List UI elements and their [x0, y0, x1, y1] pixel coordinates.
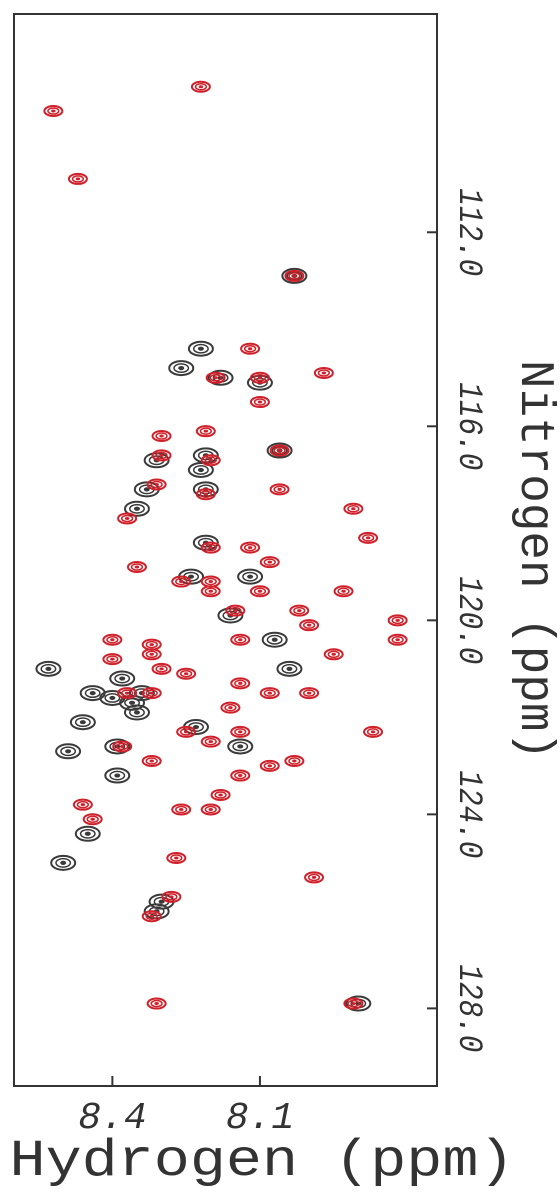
page: {"chart_data": {"type": "scatter", "xlab… [0, 0, 560, 1196]
peak-core [272, 638, 278, 642]
y-tick-label: 116.0 [449, 382, 487, 470]
peak-core [154, 483, 159, 486]
chart: Hydrogen (ppm) Nitrogen (ppm) 8.4 8.1 112.… [0, 0, 560, 1196]
peak-core [76, 177, 81, 180]
peak-core [258, 376, 263, 379]
peak-core [395, 619, 400, 622]
peak-core [248, 546, 253, 549]
y-tick-label: 128.0 [449, 964, 487, 1052]
peak-core [198, 347, 204, 351]
peak-core [208, 740, 213, 743]
peak-core [120, 745, 125, 748]
peak-core [292, 274, 297, 277]
peak-core [114, 773, 120, 777]
peak-core [351, 1002, 356, 1005]
peak-core [159, 454, 164, 457]
peak-core [238, 682, 243, 685]
peak-core [45, 667, 51, 671]
peak-core [312, 876, 317, 879]
peak-core [184, 730, 189, 733]
peak-core [184, 672, 189, 675]
peak-core [277, 449, 282, 452]
peak-core [119, 676, 125, 680]
peak-core [228, 706, 233, 709]
peak-core [149, 915, 154, 918]
peak-core [129, 701, 135, 705]
y-tick-label: 120.0 [449, 576, 487, 664]
peak-core [204, 430, 209, 433]
peak-core [109, 696, 115, 700]
peak-core [178, 366, 184, 370]
peak-core [125, 517, 129, 520]
peak-core [134, 507, 140, 511]
peak-core [149, 643, 154, 646]
peak-core [204, 493, 209, 496]
peak-core [51, 110, 56, 113]
peak-core [149, 692, 154, 695]
peak-core [135, 565, 140, 568]
peak-core [110, 638, 115, 641]
peak-core [208, 459, 213, 462]
peak-core [208, 808, 213, 811]
y-axis-label: Nitrogen (ppm) [507, 360, 560, 760]
peak-core [179, 580, 184, 583]
peak-core [395, 638, 400, 641]
peak-core [179, 808, 184, 811]
peak-core [268, 561, 273, 564]
peak-core [208, 580, 213, 583]
peak-core [208, 546, 213, 549]
peak-core [149, 760, 154, 763]
y-tick-label: 112.0 [449, 188, 487, 276]
peak-core [366, 536, 371, 539]
peak-core [286, 667, 292, 671]
peak-core [198, 468, 204, 472]
peak-core [371, 730, 376, 733]
peak-core [159, 435, 164, 438]
x-axis-label: Hydrogen (ppm) [10, 1132, 515, 1191]
peak-core [208, 590, 213, 593]
peak-core [199, 85, 204, 88]
x-tick-label: 8.4 [78, 1097, 146, 1140]
peak-core [174, 857, 179, 860]
x-tick-label: 8.1 [226, 1097, 294, 1140]
peak-core [247, 575, 253, 579]
peak-core [238, 730, 243, 733]
peak-core [213, 376, 218, 379]
peak-core [90, 818, 95, 821]
peak-core [169, 895, 174, 898]
peak-core [268, 764, 273, 767]
peak-core [134, 710, 140, 714]
peak-core [307, 624, 312, 627]
y-tick-label: 124.0 [449, 770, 487, 858]
peak-core [80, 720, 86, 724]
peak-core [268, 692, 273, 695]
peak-core [149, 653, 154, 656]
peak-core [218, 793, 223, 796]
peak-core [125, 692, 129, 695]
peak-core [331, 653, 336, 656]
peak-core [110, 658, 115, 661]
peak-core [322, 371, 327, 374]
peak-core [85, 832, 91, 836]
peak-core [277, 488, 282, 491]
peak-core [238, 638, 243, 641]
peak-core [90, 691, 96, 695]
peak-core [81, 803, 86, 806]
peak-core [154, 1002, 159, 1005]
peak-core [237, 744, 243, 748]
peak-core [159, 667, 164, 670]
peak-core [65, 749, 71, 753]
peak-core [60, 861, 66, 865]
peak-core [307, 692, 312, 695]
peak-core [238, 774, 243, 777]
peak-core [297, 609, 302, 612]
peak-core [248, 347, 253, 350]
peak-core [341, 590, 346, 593]
peak-core [258, 401, 263, 404]
peak-core [258, 590, 263, 593]
peak-core [233, 609, 238, 612]
peak-core [292, 760, 297, 763]
peak-core [351, 507, 356, 510]
